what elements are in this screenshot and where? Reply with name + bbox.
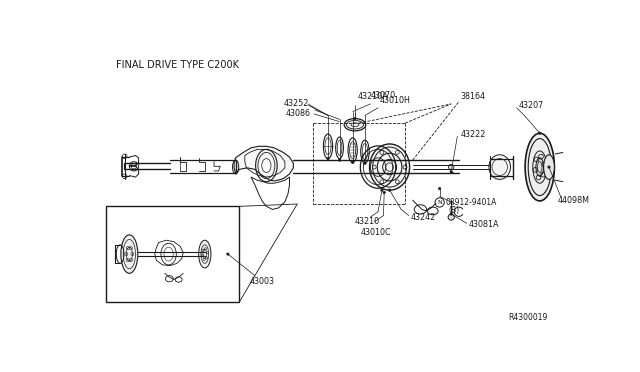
Text: R4300019: R4300019	[508, 313, 547, 322]
Circle shape	[327, 157, 329, 160]
Text: 43010H: 43010H	[380, 96, 410, 105]
Text: 43081A: 43081A	[468, 220, 499, 229]
Text: (B): (B)	[448, 206, 460, 215]
Text: 08912-9401A: 08912-9401A	[446, 198, 497, 207]
Ellipse shape	[489, 155, 511, 179]
Text: 43207: 43207	[518, 101, 543, 110]
Circle shape	[548, 166, 550, 168]
Ellipse shape	[369, 144, 410, 190]
Text: 43070: 43070	[371, 91, 396, 100]
Circle shape	[227, 253, 229, 255]
Ellipse shape	[198, 240, 211, 268]
Ellipse shape	[121, 235, 138, 273]
Ellipse shape	[344, 119, 365, 131]
Circle shape	[448, 214, 454, 220]
Circle shape	[388, 189, 391, 191]
Text: 43222: 43222	[460, 130, 486, 139]
Circle shape	[354, 118, 356, 120]
Ellipse shape	[525, 133, 554, 201]
Text: N: N	[437, 200, 442, 205]
Text: 43210A: 43210A	[357, 92, 388, 101]
Circle shape	[383, 191, 385, 194]
Circle shape	[381, 189, 383, 191]
Text: 43003: 43003	[250, 276, 275, 286]
Text: 43242: 43242	[410, 213, 436, 222]
Circle shape	[364, 162, 366, 164]
Text: 43086: 43086	[285, 109, 310, 118]
Text: 43252: 43252	[284, 99, 308, 108]
Circle shape	[339, 159, 340, 161]
Circle shape	[449, 164, 454, 170]
Polygon shape	[234, 146, 293, 181]
Text: 44098M: 44098M	[557, 196, 589, 205]
Ellipse shape	[543, 155, 554, 179]
Circle shape	[539, 132, 541, 134]
Text: 43010C: 43010C	[360, 228, 391, 237]
Text: FINAL DRIVE TYPE C200K: FINAL DRIVE TYPE C200K	[116, 60, 239, 70]
Ellipse shape	[536, 158, 543, 176]
Circle shape	[438, 187, 441, 190]
Circle shape	[351, 161, 354, 164]
Circle shape	[450, 213, 452, 215]
Text: 43210: 43210	[355, 217, 380, 226]
Circle shape	[450, 170, 452, 173]
Text: 38164: 38164	[460, 92, 486, 101]
